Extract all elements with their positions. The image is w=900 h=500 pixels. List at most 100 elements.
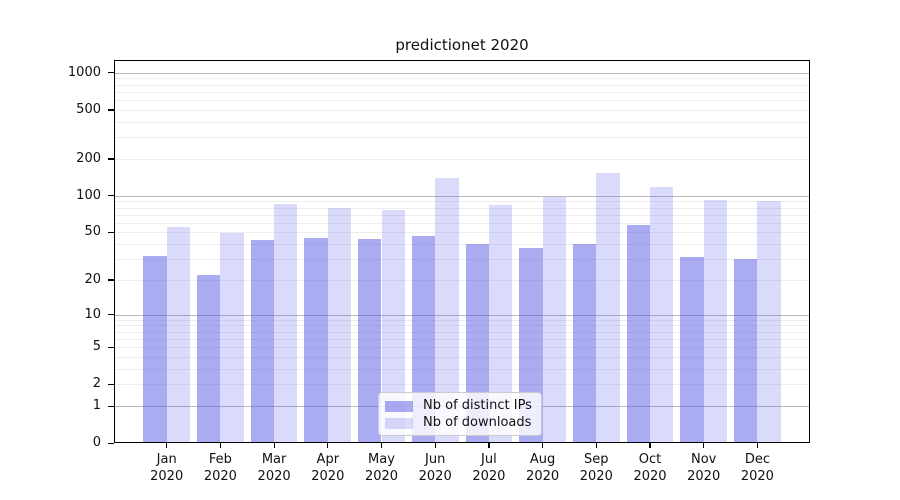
y-tick-label-2: 2 <box>92 376 101 392</box>
x-tick-label-dec: Dec 2020 <box>740 452 774 484</box>
y-tick-mark-2 <box>108 383 114 386</box>
legend-item-distinct-ips: Nb of distinct IPs <box>385 398 533 414</box>
bar-distinct-ips-mar <box>250 240 275 444</box>
y-tick-label-1000: 1000 <box>67 64 101 80</box>
y-tick-label-10: 10 <box>84 306 101 322</box>
gridline-major-1000 <box>114 72 810 74</box>
x-tick-label-jun: Jun 2020 <box>418 452 452 484</box>
x-tick-mark-apr <box>327 443 329 448</box>
x-tick-mark-nov <box>703 443 705 448</box>
x-tick-mark-dec <box>756 443 759 448</box>
y-tick-mark-200 <box>108 158 114 160</box>
plot-area <box>114 60 810 444</box>
bar-downloads-mar <box>274 203 298 444</box>
y-tick-mark-500 <box>108 109 114 111</box>
bar-downloads-feb <box>220 233 244 444</box>
gridline-minor-300 <box>114 137 810 139</box>
gridline-minor-5 <box>114 347 810 349</box>
gridline-minor-4 <box>114 356 810 358</box>
bar-downloads-nov <box>703 199 728 444</box>
gridline-minor-7 <box>114 331 810 333</box>
gridline-minor-200 <box>114 158 810 160</box>
x-tick-label-jan: Jan 2020 <box>150 452 184 484</box>
bar-downloads-may <box>381 209 405 444</box>
gridline-minor-3 <box>114 368 810 370</box>
gridline-major-100 <box>114 195 810 197</box>
y-tick-label-1: 1 <box>92 398 101 414</box>
x-tick-mark-sep <box>595 443 597 448</box>
gridline-major-10 <box>114 314 810 316</box>
bar-distinct-ips-oct <box>626 224 650 444</box>
legend-label-distinct-ips: Nb of distinct IPs <box>423 398 532 413</box>
gridline-minor-70 <box>114 214 810 216</box>
x-tick-mark-feb <box>219 443 222 448</box>
y-tick-mark-10 <box>108 314 114 316</box>
gridline-minor-40 <box>114 244 810 246</box>
legend-label-downloads: Nb of downloads <box>423 415 532 430</box>
bar-distinct-ips-may <box>358 239 382 444</box>
y-tick-label-50: 50 <box>84 224 101 240</box>
y-tick-label-100: 100 <box>76 187 101 203</box>
y-tick-label-20: 20 <box>84 271 101 287</box>
x-tick-mark-may <box>380 443 383 448</box>
x-tick-label-may: May 2020 <box>364 452 399 484</box>
gridline-minor-20 <box>114 279 810 281</box>
legend-swatch-distinct-ips <box>385 400 413 412</box>
x-tick-mark-jun <box>434 443 436 448</box>
gridline-minor-80 <box>114 207 810 209</box>
bar-distinct-ips-feb <box>197 275 221 444</box>
y-tick-label-5: 5 <box>92 339 101 355</box>
gridline-minor-900 <box>114 78 810 80</box>
legend-item-downloads: Nb of downloads <box>385 415 533 431</box>
x-tick-mark-jan <box>166 443 168 448</box>
gridline-minor-60 <box>114 222 810 224</box>
bar-distinct-ips-jan <box>143 255 167 444</box>
y-tick-mark-1 <box>108 405 114 407</box>
gridline-minor-800 <box>114 84 810 86</box>
x-tick-label-nov: Nov 2020 <box>687 452 721 484</box>
gridline-minor-500 <box>114 109 810 111</box>
x-tick-label-jul: Jul 2020 <box>472 452 506 484</box>
bar-downloads-aug <box>542 197 566 444</box>
gridline-minor-50 <box>114 232 810 234</box>
bar-distinct-ips-apr <box>304 237 328 444</box>
gridline-minor-400 <box>114 121 810 123</box>
gridline-minor-30 <box>114 259 810 261</box>
bar-downloads-oct <box>650 186 674 444</box>
y-tick-label-500: 500 <box>76 101 101 117</box>
bar-downloads-sep <box>596 173 620 444</box>
x-tick-mark-aug <box>542 443 544 448</box>
bar-downloads-jun <box>435 177 459 444</box>
bar-downloads-jan <box>166 227 191 444</box>
bar-distinct-ips-jun <box>411 235 436 444</box>
y-tick-mark-1000 <box>108 72 114 74</box>
chart-title: predictionet 2020 <box>395 36 529 54</box>
gridline-minor-9 <box>114 319 810 321</box>
gridline-minor-90 <box>114 201 810 203</box>
gridline-minor-6 <box>114 338 810 340</box>
bar-distinct-ips-sep <box>572 244 597 444</box>
x-tick-mark-mar <box>273 443 275 448</box>
y-tick-mark-50 <box>108 231 114 234</box>
y-tick-mark-20 <box>108 279 114 281</box>
bar-downloads-dec <box>757 200 781 444</box>
x-tick-label-oct: Oct 2020 <box>633 452 667 484</box>
y-tick-label-200: 200 <box>76 150 101 166</box>
x-tick-label-sep: Sep 2020 <box>579 452 613 484</box>
y-tick-mark-0 <box>108 442 114 445</box>
bar-downloads-apr <box>327 208 352 444</box>
bar-distinct-ips-dec <box>734 259 758 444</box>
x-tick-label-aug: Aug 2020 <box>526 452 560 484</box>
gridline-minor-2 <box>114 384 810 386</box>
x-tick-mark-oct <box>649 443 651 448</box>
gridline-minor-600 <box>114 99 810 101</box>
legend-swatch-downloads <box>385 417 413 429</box>
x-tick-label-apr: Apr 2020 <box>311 452 345 484</box>
x-tick-label-feb: Feb 2020 <box>203 452 237 484</box>
bar-downloads-jul <box>488 204 513 444</box>
x-tick-label-mar: Mar 2020 <box>257 452 291 484</box>
y-tick-mark-5 <box>108 346 114 348</box>
gridline-minor-700 <box>114 91 810 93</box>
x-tick-mark-jul <box>488 443 490 448</box>
